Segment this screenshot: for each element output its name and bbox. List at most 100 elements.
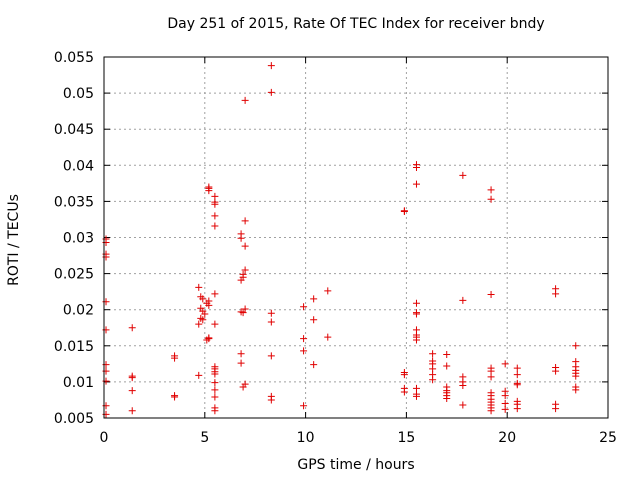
- data-point: [501, 360, 509, 368]
- data-point: [572, 386, 580, 394]
- x-tick-label: 15: [397, 430, 415, 446]
- x-tick-label: 25: [599, 430, 617, 446]
- data-point: [199, 295, 207, 303]
- data-point: [412, 163, 420, 171]
- data-point: [211, 379, 219, 387]
- data-point: [552, 405, 560, 413]
- y-tick-label: 0.005: [54, 411, 94, 427]
- x-tick-label: 20: [498, 430, 516, 446]
- data-point: [513, 371, 521, 379]
- data-point: [501, 405, 509, 413]
- data-point: [211, 290, 219, 298]
- data-point: [487, 373, 495, 381]
- data-point: [300, 335, 308, 343]
- data-point: [241, 96, 249, 104]
- data-point: [443, 395, 451, 403]
- data-point: [171, 393, 179, 401]
- data-point: [300, 402, 308, 410]
- data-point: [459, 296, 467, 304]
- data-point: [412, 310, 420, 318]
- grid-layer: [104, 57, 608, 418]
- y-tick-label: 0.055: [54, 50, 94, 66]
- y-tick-label: 0.01: [63, 375, 94, 391]
- data-point: [400, 208, 408, 216]
- data-point: [241, 266, 249, 274]
- plot-frame: [103, 56, 609, 419]
- x-tick-label: 10: [297, 430, 315, 446]
- data-point: [267, 318, 275, 326]
- data-point: [267, 352, 275, 360]
- data-point: [205, 334, 213, 342]
- data-point: [300, 347, 308, 355]
- data-point: [513, 364, 521, 372]
- data-point: [128, 324, 136, 332]
- y-tick-label: 0.05: [63, 86, 94, 102]
- data-point: [459, 171, 467, 179]
- y-tick-label: 0.025: [54, 267, 94, 283]
- data-point: [237, 276, 245, 284]
- y-tick-label: 0.015: [54, 339, 94, 355]
- data-point: [412, 299, 420, 307]
- data-point: [211, 200, 219, 208]
- data-point: [501, 392, 509, 400]
- chart-title: Day 251 of 2015, Rate Of TEC Index for r…: [167, 16, 545, 32]
- data-point: [324, 287, 332, 295]
- data-point: [237, 350, 245, 358]
- data-point: [211, 222, 219, 230]
- data-point: [211, 212, 219, 220]
- data-point: [429, 376, 437, 384]
- y-tick-label: 0.035: [54, 194, 94, 210]
- data-point: [239, 383, 247, 391]
- data-point: [412, 180, 420, 188]
- data-point: [412, 392, 420, 400]
- data-point: [195, 283, 203, 291]
- tick-layer: 0 5 10 15 20 25 0.005 0.01 0.015 0.02 0.025 0.03 0.0…: [54, 50, 617, 446]
- y-axis-label: ROTI / TECUs: [6, 194, 22, 286]
- data-point: [237, 359, 245, 367]
- y-tick-label: 0.04: [63, 158, 94, 174]
- data-point: [487, 186, 495, 194]
- data-point: [267, 396, 275, 404]
- y-tick-label: 0.045: [54, 122, 94, 138]
- data-point: [199, 316, 207, 324]
- data-point: [310, 295, 318, 303]
- x-tick-label: 5: [200, 430, 209, 446]
- data-point: [239, 309, 247, 317]
- data-point: [487, 291, 495, 299]
- data-point: [324, 333, 332, 341]
- data-point: [211, 386, 219, 394]
- data-point: [310, 316, 318, 324]
- data-point: [400, 388, 408, 396]
- data-point: [487, 407, 495, 415]
- data-point: [513, 381, 521, 389]
- x-tick-label: 0: [100, 430, 109, 446]
- data-point: [128, 374, 136, 382]
- data-point: [128, 407, 136, 415]
- data-point: [267, 88, 275, 96]
- data-point: [211, 370, 219, 378]
- data-point: [205, 183, 213, 191]
- data-point: [267, 62, 275, 70]
- data-point: [211, 393, 219, 401]
- data-point: [205, 297, 213, 305]
- data-point: [195, 320, 203, 328]
- data-point: [211, 407, 219, 415]
- data-point: [552, 290, 560, 298]
- data-point: [128, 387, 136, 395]
- data-point: [171, 354, 179, 362]
- data-point: [195, 371, 203, 379]
- data-point: [241, 305, 249, 313]
- data-point: [241, 217, 249, 225]
- data-point: [443, 350, 451, 358]
- data-point: [300, 303, 308, 311]
- data-point: [459, 382, 467, 390]
- x-axis-label: GPS time / hours: [297, 457, 415, 473]
- data-point: [552, 367, 560, 375]
- data-point: [310, 361, 318, 369]
- data-point: [572, 372, 580, 380]
- y-tick-label: 0.02: [63, 303, 94, 319]
- data-point: [400, 371, 408, 379]
- point-layer: [102, 62, 580, 418]
